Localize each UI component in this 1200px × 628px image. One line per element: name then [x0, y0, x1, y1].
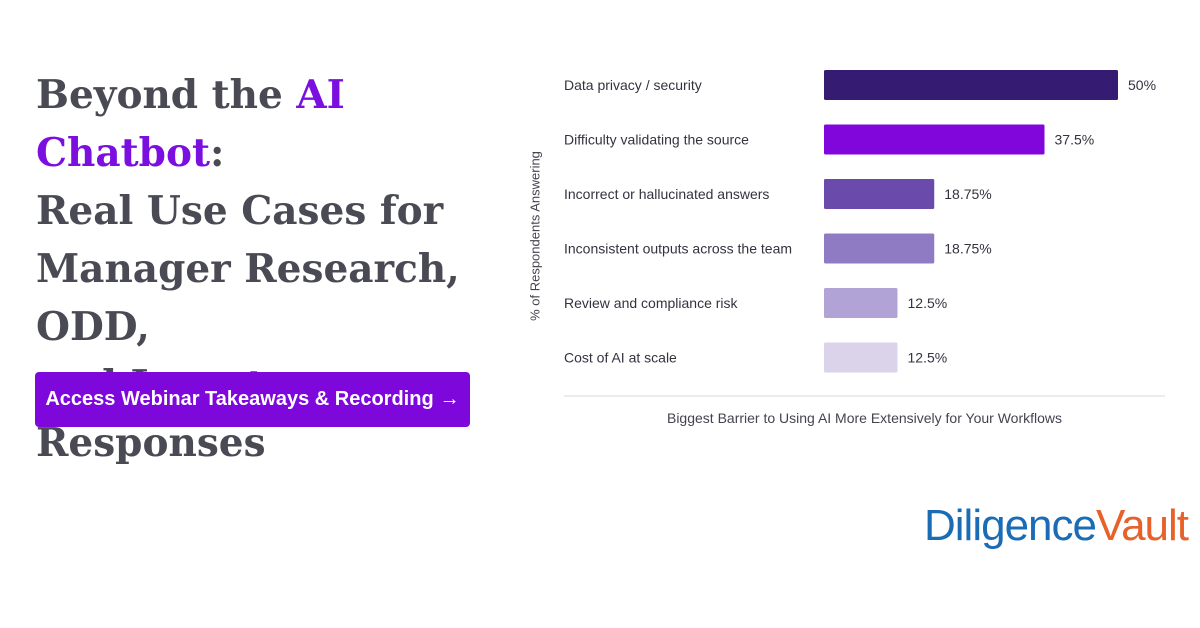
data-label: 18.75% — [944, 186, 991, 202]
category-label: Inconsistent outputs across the team — [564, 241, 792, 257]
bar — [824, 124, 1045, 155]
headline-post: : — [209, 130, 225, 176]
bar — [824, 70, 1118, 100]
bar — [824, 233, 935, 264]
headline-pre: Beyond the — [36, 72, 297, 118]
cta-button[interactable]: Access Webinar Takeaways & Recording → — [35, 372, 470, 427]
headline: Beyond the AI Chatbot: Real Use Cases fo… — [36, 66, 506, 472]
headline-line3: Manager Research, ODD, — [36, 246, 460, 350]
data-label: 50% — [1128, 77, 1156, 93]
bar — [824, 288, 898, 318]
data-label: 37.5% — [1055, 132, 1095, 148]
x-axis-title: Biggest Barrier to Using AI More Extensi… — [666, 410, 1062, 426]
bar — [824, 179, 935, 209]
category-label: Incorrect or hallucinated answers — [564, 186, 769, 202]
logo-part1: Diligence — [924, 501, 1097, 550]
category-label: Review and compliance risk — [564, 295, 739, 311]
data-label: 18.75% — [944, 241, 991, 257]
data-label: 12.5% — [908, 350, 948, 366]
bar — [824, 342, 898, 373]
category-label: Difficulty validating the source — [564, 132, 749, 148]
cta-label: Access Webinar Takeaways & Recording — [45, 388, 434, 410]
headline-accent: AI Chatbot — [36, 72, 345, 176]
headline-line2: Real Use Cases for — [36, 188, 444, 234]
category-label: Data privacy / security — [564, 77, 702, 93]
logo-part2: Vault — [1095, 501, 1189, 550]
data-label: 12.5% — [908, 295, 948, 311]
diligencevault-logo: DiligenceVault — [924, 500, 1189, 552]
category-label: Cost of AI at scale — [564, 350, 677, 366]
arrow-right-icon: → — [439, 388, 460, 410]
